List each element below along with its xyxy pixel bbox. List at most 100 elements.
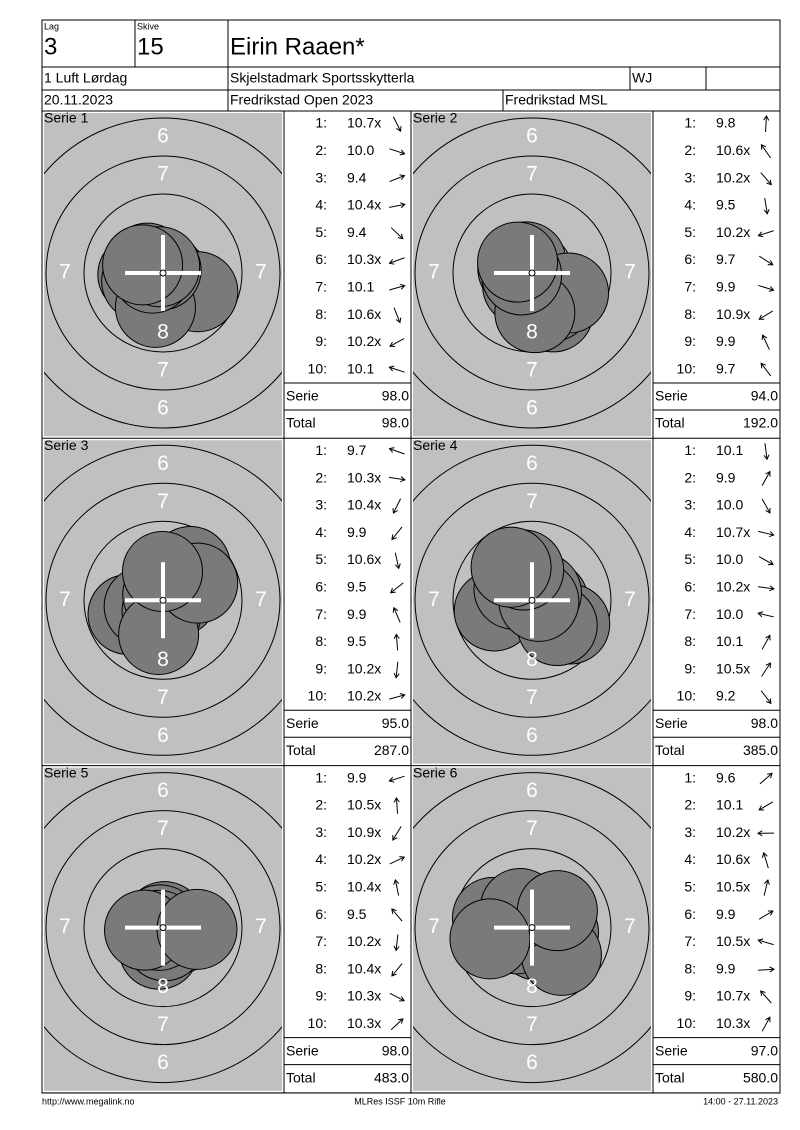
direction-arrow xyxy=(758,586,774,590)
ring-label: 6 xyxy=(526,452,538,475)
shot-number: 6: xyxy=(684,251,696,267)
total-sum: 385.0 xyxy=(743,742,778,758)
label: Skjelstadmark Sportsskytterla xyxy=(230,70,415,86)
shot-number: 1: xyxy=(684,115,696,131)
shot-score: 9.9 xyxy=(347,769,367,785)
target xyxy=(44,767,282,1091)
shot-score: 10.0 xyxy=(347,142,374,158)
shot-score: 10.2x xyxy=(716,224,750,240)
arrow-head xyxy=(399,283,406,290)
serie-sum: 95.0 xyxy=(382,715,409,731)
shot-number: 5: xyxy=(684,224,696,240)
serie-sum: 98.0 xyxy=(382,388,409,404)
shot-number: 10: xyxy=(677,1015,696,1031)
shot-number: 10: xyxy=(308,360,327,376)
arrow-head xyxy=(397,233,404,240)
target xyxy=(44,113,282,437)
direction-arrow xyxy=(761,471,771,486)
direction-arrow xyxy=(389,257,405,264)
shot-number: 4: xyxy=(315,851,327,867)
target xyxy=(44,440,282,764)
label: Serie xyxy=(655,388,688,404)
shot-number: 1: xyxy=(315,442,327,458)
arrow-head xyxy=(767,559,774,566)
direction-arrow xyxy=(757,968,775,971)
arrow-head xyxy=(388,447,395,453)
shot-number: 10: xyxy=(677,360,696,376)
label: Serie xyxy=(655,1042,688,1058)
direction-arrow xyxy=(395,797,399,814)
arrow-head xyxy=(761,851,768,858)
shot-score: 10.1 xyxy=(716,633,743,649)
label: Total xyxy=(655,742,685,758)
direction-arrow xyxy=(395,634,399,651)
direction-arrow xyxy=(391,908,403,922)
arrow-head xyxy=(388,259,395,265)
label: 3 xyxy=(44,33,57,60)
direction-arrow xyxy=(758,284,774,291)
shot-number: 3: xyxy=(684,497,696,513)
ring-label: 7 xyxy=(59,915,71,938)
footer: http://www.megalink.no xyxy=(42,1096,135,1106)
arrow-head xyxy=(763,115,770,121)
shot-score: 10.0 xyxy=(716,497,743,513)
ring-label: 7 xyxy=(255,261,267,284)
label: Serie xyxy=(286,715,319,731)
ring-label: 6 xyxy=(157,724,169,747)
total-sum: 287.0 xyxy=(374,742,409,758)
shot-score: 10.2x xyxy=(716,169,750,185)
direction-arrow xyxy=(395,934,399,951)
arrow-head xyxy=(392,606,399,613)
shot-score: 9.2 xyxy=(716,688,736,704)
ring-label: 8 xyxy=(526,975,538,998)
shot-number: 7: xyxy=(315,933,327,949)
direction-arrow xyxy=(389,203,405,208)
ring-label: 7 xyxy=(255,588,267,611)
arrow-head xyxy=(765,634,771,641)
shot-number: 3: xyxy=(315,169,327,185)
shot-score: 9.5 xyxy=(347,579,367,595)
ring-label: 7 xyxy=(526,359,538,382)
arrow-head xyxy=(758,314,765,320)
arrow-head xyxy=(765,1016,771,1023)
arrow-head xyxy=(399,856,406,862)
arrow-head xyxy=(761,334,768,341)
shot-number: 4: xyxy=(684,851,696,867)
ring xyxy=(44,444,282,756)
shot-number: 4: xyxy=(684,197,696,213)
arrow-head xyxy=(396,126,402,133)
ring xyxy=(413,444,651,756)
series-title: Serie 2 xyxy=(413,110,458,126)
shot-number: 4: xyxy=(315,524,327,540)
arrow-head xyxy=(393,633,400,640)
arrow-head xyxy=(391,908,397,914)
center xyxy=(528,924,536,932)
arrow-head xyxy=(767,772,773,779)
ring-label: 6 xyxy=(526,1051,538,1074)
arrow-head xyxy=(399,174,406,180)
ring-label: 7 xyxy=(59,588,71,611)
label: 1 Luft Lørdag xyxy=(44,70,127,86)
ring-label: 7 xyxy=(428,915,440,938)
arrow-head xyxy=(393,879,400,885)
total-sum: 98.0 xyxy=(382,415,409,431)
arrow-head xyxy=(392,835,398,841)
ring xyxy=(83,848,243,1008)
shot-score: 9.5 xyxy=(347,633,367,649)
direction-arrow xyxy=(390,1018,404,1031)
direction-arrow xyxy=(393,307,401,323)
arrow-head xyxy=(389,587,396,594)
arrow-head xyxy=(397,1018,404,1024)
shot-score: 10.3x xyxy=(347,988,381,1004)
direction-arrow xyxy=(760,690,772,704)
shot-number: 9: xyxy=(315,660,327,676)
direction-arrow xyxy=(392,116,402,132)
ring-label: 7 xyxy=(157,163,169,186)
arrow-head xyxy=(760,990,766,997)
shot-number: 1: xyxy=(684,442,696,458)
ring-label: 7 xyxy=(428,588,440,611)
label: Lag xyxy=(44,21,59,31)
direction-arrow xyxy=(389,992,405,1002)
arrow-head xyxy=(758,805,765,811)
direction-arrow xyxy=(760,172,772,185)
